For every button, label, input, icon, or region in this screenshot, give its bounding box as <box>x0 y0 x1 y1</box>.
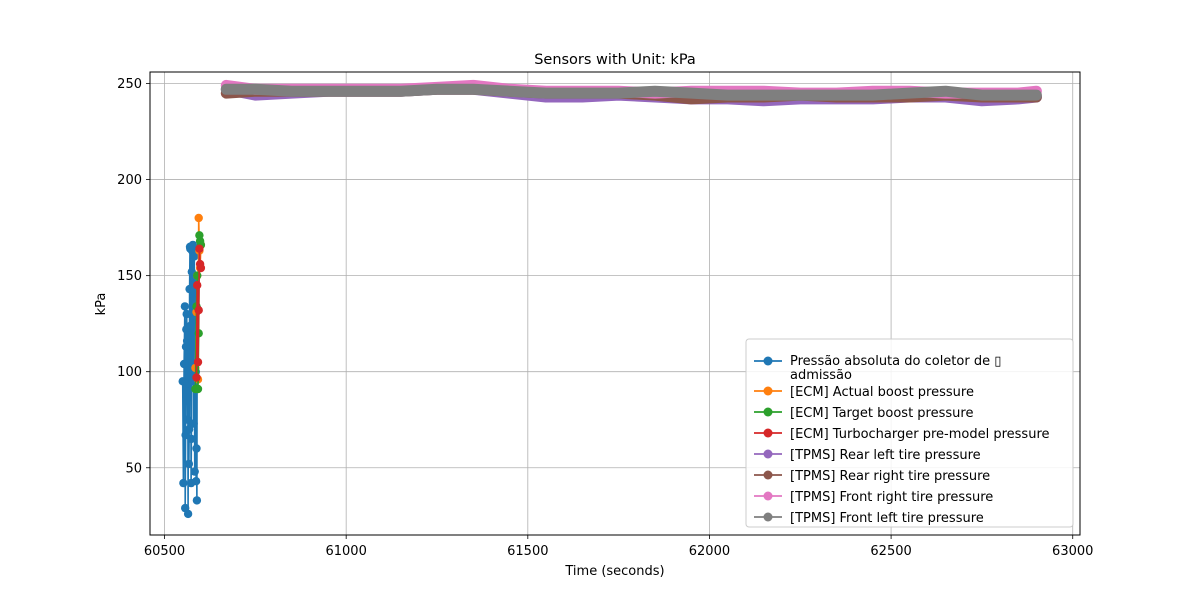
x-axis-label: Time (seconds) <box>564 564 664 579</box>
legend: Pressão absoluta do coletor de ▯admissão… <box>745 338 1074 528</box>
x-tick-label: 61000 <box>325 544 366 559</box>
legend-label: [TPMS] Rear left tire pressure <box>790 448 981 463</box>
legend-item-4: [TPMS] Rear left tire pressure <box>754 448 981 463</box>
data-point <box>184 331 193 340</box>
series-line <box>220 83 1042 101</box>
data-point <box>183 509 193 519</box>
series-7 <box>220 83 1042 101</box>
legend-marker <box>763 407 773 417</box>
legend-item-1: [ECM] Actual boost pressure <box>754 385 974 400</box>
data-point <box>191 477 201 486</box>
legend-label: [ECM] Turbocharger pre-model pressure <box>790 427 1050 442</box>
data-point <box>187 434 196 444</box>
legend-marker <box>763 470 773 480</box>
data-point <box>194 213 203 223</box>
data-point <box>190 252 199 261</box>
data-point <box>192 496 202 505</box>
y-tick-label: 150 <box>117 269 142 284</box>
y-tick-label: 50 <box>125 461 142 476</box>
legend-box <box>745 338 1074 528</box>
x-tick-label: 63000 <box>1052 544 1093 559</box>
legend-label: [TPMS] Rear right tire pressure <box>790 469 990 484</box>
legend-marker <box>763 386 773 396</box>
data-point <box>182 309 191 319</box>
chart-title: Sensors with Unit: kPa <box>534 52 696 68</box>
data-point <box>185 425 194 434</box>
x-tick-label: 61500 <box>507 544 548 559</box>
axes-frame <box>149 71 1081 536</box>
legend-item-2: [ECM] Target boost pressure <box>754 406 973 421</box>
plot-area: 60500 61000 61500 62000 62500 63000 50 100 150 20… <box>117 71 1093 559</box>
data-point <box>192 373 201 382</box>
x-tick-label: 62000 <box>689 544 730 559</box>
data-point <box>196 263 206 273</box>
data-point <box>193 384 203 394</box>
data-point <box>190 467 199 476</box>
legend-label: [ECM] Actual boost pressure <box>790 385 974 400</box>
y-axis-label: kPa <box>94 293 109 316</box>
legend-marker <box>763 449 773 459</box>
legend-marker <box>763 512 773 522</box>
data-point <box>183 415 192 424</box>
legend-marker <box>763 428 773 438</box>
data-point <box>192 444 201 453</box>
data-point <box>186 321 195 330</box>
legend-label: [TPMS] Front left tire pressure <box>790 511 984 526</box>
data-point <box>189 419 198 428</box>
legend-item-0: Pressão absoluta do coletor de ▯admissão <box>754 354 1001 383</box>
legend-item-7: [TPMS] Front left tire pressure <box>754 511 984 526</box>
series-3 <box>192 244 206 382</box>
data-point <box>195 244 204 253</box>
legend-item-3: [ECM] Turbocharger pre-model pressure <box>754 427 1050 442</box>
y-tick-label: 200 <box>117 173 142 188</box>
data-point <box>188 240 198 250</box>
y-tick-label: 250 <box>117 77 142 92</box>
y-tick-label: 100 <box>117 365 142 380</box>
legend-label: Pressão absoluta do coletor de ▯ <box>790 354 1001 369</box>
data-point <box>184 459 194 469</box>
data-point <box>193 281 202 290</box>
legend-label: admissão <box>790 368 852 383</box>
data-point <box>193 271 202 280</box>
x-tick-label: 62500 <box>870 544 911 559</box>
legend-label: [TPMS] Front right tire pressure <box>790 490 993 505</box>
x-tick-label: 60500 <box>144 544 185 559</box>
legend-item-5: [TPMS] Rear right tire pressure <box>754 469 990 484</box>
legend-label: [ECM] Target boost pressure <box>790 406 973 421</box>
data-point <box>179 359 189 369</box>
data-point <box>193 357 203 367</box>
data-point <box>179 478 188 488</box>
legend-marker <box>763 491 773 501</box>
data-point <box>194 306 203 315</box>
legend-marker <box>763 356 773 366</box>
data-point <box>180 302 190 311</box>
legend-item-6: [TPMS] Front right tire pressure <box>754 490 993 505</box>
